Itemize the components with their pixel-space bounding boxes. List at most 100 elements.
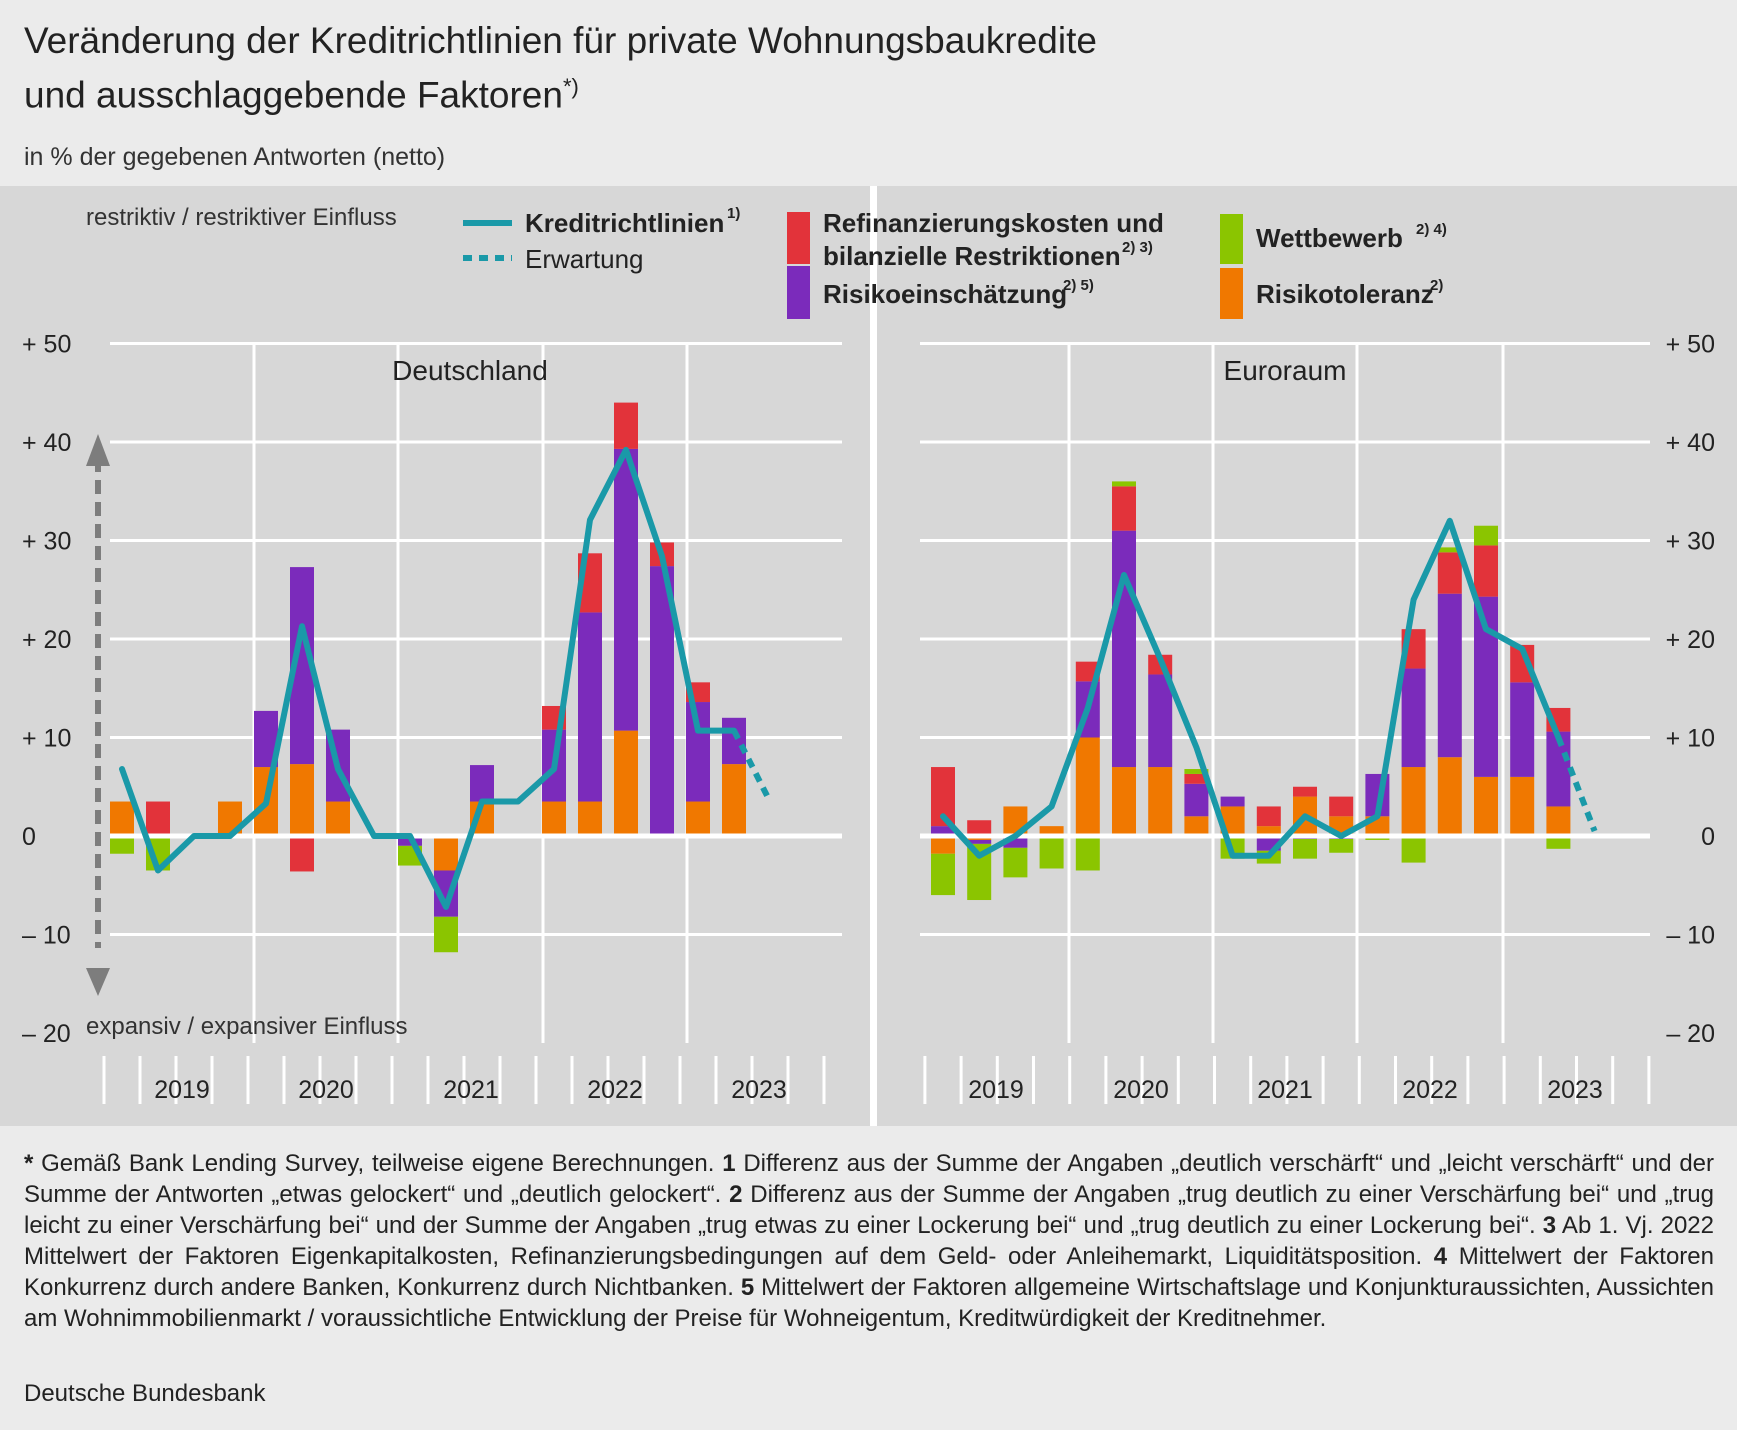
footnote-mark-1: 1 [722, 1150, 736, 1177]
bar-risikotoleranz-1-3 [1039, 826, 1064, 836]
year-label-0-2: 2021 [443, 1076, 499, 1104]
bar-risikoeinschaetzung-1-0 [931, 826, 955, 836]
footnote-mark-2: 2 [729, 1181, 743, 1208]
bar-refinanzierung-1-5 [1112, 486, 1136, 531]
bar-risikotoleranz-1-14 [1437, 757, 1462, 836]
year-label-1-0: 2019 [968, 1076, 1024, 1104]
title-sup: *) [562, 74, 579, 99]
bar-risikotoleranz-0-6 [326, 801, 350, 836]
arrow-top-label: restriktiv / restriktiver Einfluss [86, 204, 397, 231]
y-tick-left-7: – 20 [22, 1020, 71, 1048]
bar-risikoeinschaetzung-1-8 [1220, 796, 1245, 807]
year-label-1-4: 2023 [1547, 1076, 1603, 1104]
bar-wettbewerb-0-0 [110, 836, 134, 854]
bar-risikotoleranz-1-6 [1148, 767, 1173, 836]
legend-line-label: Kreditrichtlinien [525, 208, 724, 238]
y-tick-right-0: + 50 [1666, 331, 1715, 359]
bar-risikoeinschaetzung-0-17 [722, 717, 746, 765]
legend-line-sup: 1) [727, 205, 740, 222]
year-label-1-2: 2021 [1257, 1076, 1313, 1104]
legend-risikoeinschaetzung-sup: 2) 5) [1063, 277, 1094, 294]
y-tick-right-7: – 20 [1666, 1020, 1715, 1048]
year-label-0-1: 2020 [298, 1076, 354, 1104]
bar-risikoeinschaetzung-1-7 [1184, 783, 1209, 817]
y-tick-left-5: 0 [22, 823, 36, 851]
year-label-1-1: 2020 [1113, 1076, 1169, 1104]
bar-risikotoleranz-1-15 [1474, 776, 1498, 836]
bar-wettbewerb-1-4 [1075, 836, 1100, 871]
footnote-text-5: Mittelwert der Faktoren allgemeine Wirts… [24, 1274, 1715, 1332]
bar-refinanzierung-1-11 [1329, 796, 1354, 817]
bar-risikoeinschaetzung-0-15 [650, 566, 674, 836]
legend-wettbewerb-sup: 2) 4) [1416, 221, 1447, 238]
bar-risikoeinschaetzung-1-6 [1148, 674, 1173, 768]
year-label-0-4: 2023 [731, 1076, 787, 1104]
bar-refinanzierung-0-1 [146, 801, 170, 836]
legend-refinanzierung-label-2: bilanzielle Restriktionen [823, 241, 1121, 271]
y-tick-left-0: + 50 [22, 331, 71, 359]
erwartung-line-0 [731, 729, 773, 803]
bar-risikotoleranz-1-7 [1184, 816, 1209, 836]
y-tick-left-2: + 30 [22, 528, 71, 556]
bar-risikoeinschaetzung-1-5 [1112, 530, 1136, 768]
bar-risikotoleranz-0-9 [434, 836, 458, 871]
footnotes: * Gemäß Bank Lending Survey, teilweise e… [24, 1148, 1714, 1334]
panel-divider [870, 186, 877, 1126]
direction-arrow-up [86, 434, 110, 466]
y-tick-left-1: + 40 [22, 429, 71, 457]
bar-risikoeinschaetzung-0-10 [470, 765, 494, 802]
bar-wettbewerb-1-7 [1184, 769, 1209, 774]
bar-risikoeinschaetzung-1-16 [1510, 682, 1535, 777]
legend-wettbewerb-swatch [1220, 214, 1243, 264]
bar-wettbewerb-1-13 [1401, 836, 1426, 863]
footnote-mark-3: 3 [1542, 1212, 1557, 1239]
bar-refinanzierung-1-15 [1474, 545, 1498, 597]
bar-wettbewerb-0-9 [434, 916, 458, 953]
footnote-text-2: Differenz aus der Summe der Angaben „tru… [24, 1181, 1714, 1239]
title-line-1: Veränderung der Kreditrichtlinien für pr… [24, 20, 1097, 61]
bar-refinanzierung-0-14 [614, 402, 638, 449]
footnote-mark-0: * [24, 1150, 34, 1177]
bar-risikotoleranz-1-5 [1112, 767, 1136, 836]
bar-risikotoleranz-0-16 [686, 801, 710, 836]
chart-title: Veränderung der Kreditrichtlinien für pr… [24, 18, 1097, 118]
title-line-2: und ausschlaggebende Faktoren*) [24, 64, 1097, 118]
bar-risikotoleranz-0-17 [722, 764, 746, 836]
y-tick-left-3: + 20 [22, 626, 71, 654]
legend-refinanzierung-sup: 2) 3) [1122, 239, 1153, 256]
legend-risikotoleranz-sup: 2) [1430, 277, 1443, 294]
footnote-mark-4: 4 [1433, 1243, 1448, 1270]
bar-risikotoleranz-1-9 [1256, 826, 1281, 836]
y-tick-left-6: – 10 [22, 922, 71, 950]
bar-refinanzierung-1-7 [1184, 773, 1209, 784]
legend-wettbewerb-label: Wettbewerb [1256, 223, 1403, 253]
bar-wettbewerb-1-5 [1112, 481, 1136, 487]
footnote-text-4: Mittelwert der Faktoren Konkurrenz durch… [24, 1243, 1714, 1301]
bar-risikotoleranz-0-12 [542, 801, 566, 836]
bar-wettbewerb-1-10 [1293, 838, 1317, 859]
bar-risikoeinschaetzung-0-14 [614, 448, 638, 731]
bar-refinanzierung-0-5 [290, 836, 314, 872]
panel-title-0: Deutschland [392, 355, 548, 386]
y-tick-right-6: – 10 [1666, 922, 1715, 950]
legend-risikoeinschaetzung-swatch [787, 266, 810, 319]
legend-risikotoleranz-swatch [1220, 268, 1243, 319]
bar-risikoeinschaetzung-0-13 [578, 612, 602, 802]
legend-expectation-label: Erwartung [525, 244, 644, 274]
bar-risikotoleranz-1-4 [1075, 737, 1100, 836]
chart-subtitle: in % der gegebenen Antworten (netto) [24, 143, 446, 171]
bar-risikotoleranz-0-0 [110, 801, 134, 836]
y-tick-right-2: + 30 [1666, 528, 1715, 556]
bar-refinanzierung-1-9 [1256, 806, 1281, 827]
legend-risikoeinschaetzung-label: Risikoeinschätzung [823, 279, 1067, 309]
year-label-1-3: 2022 [1402, 1076, 1458, 1104]
arrow-bottom-label: expansiv / expansiver Einfluss [86, 1013, 408, 1040]
bar-wettbewerb-1-3 [1039, 836, 1064, 869]
bar-wettbewerb-1-0 [931, 853, 955, 896]
bar-risikotoleranz-1-0 [931, 836, 955, 854]
bar-risikotoleranz-1-17 [1546, 806, 1571, 836]
y-tick-right-3: + 20 [1666, 626, 1715, 654]
source-label: Deutsche Bundesbank [24, 1380, 266, 1407]
bar-risikotoleranz-1-16 [1510, 776, 1535, 836]
footnote-paragraph: * Gemäß Bank Lending Survey, teilweise e… [24, 1148, 1714, 1334]
